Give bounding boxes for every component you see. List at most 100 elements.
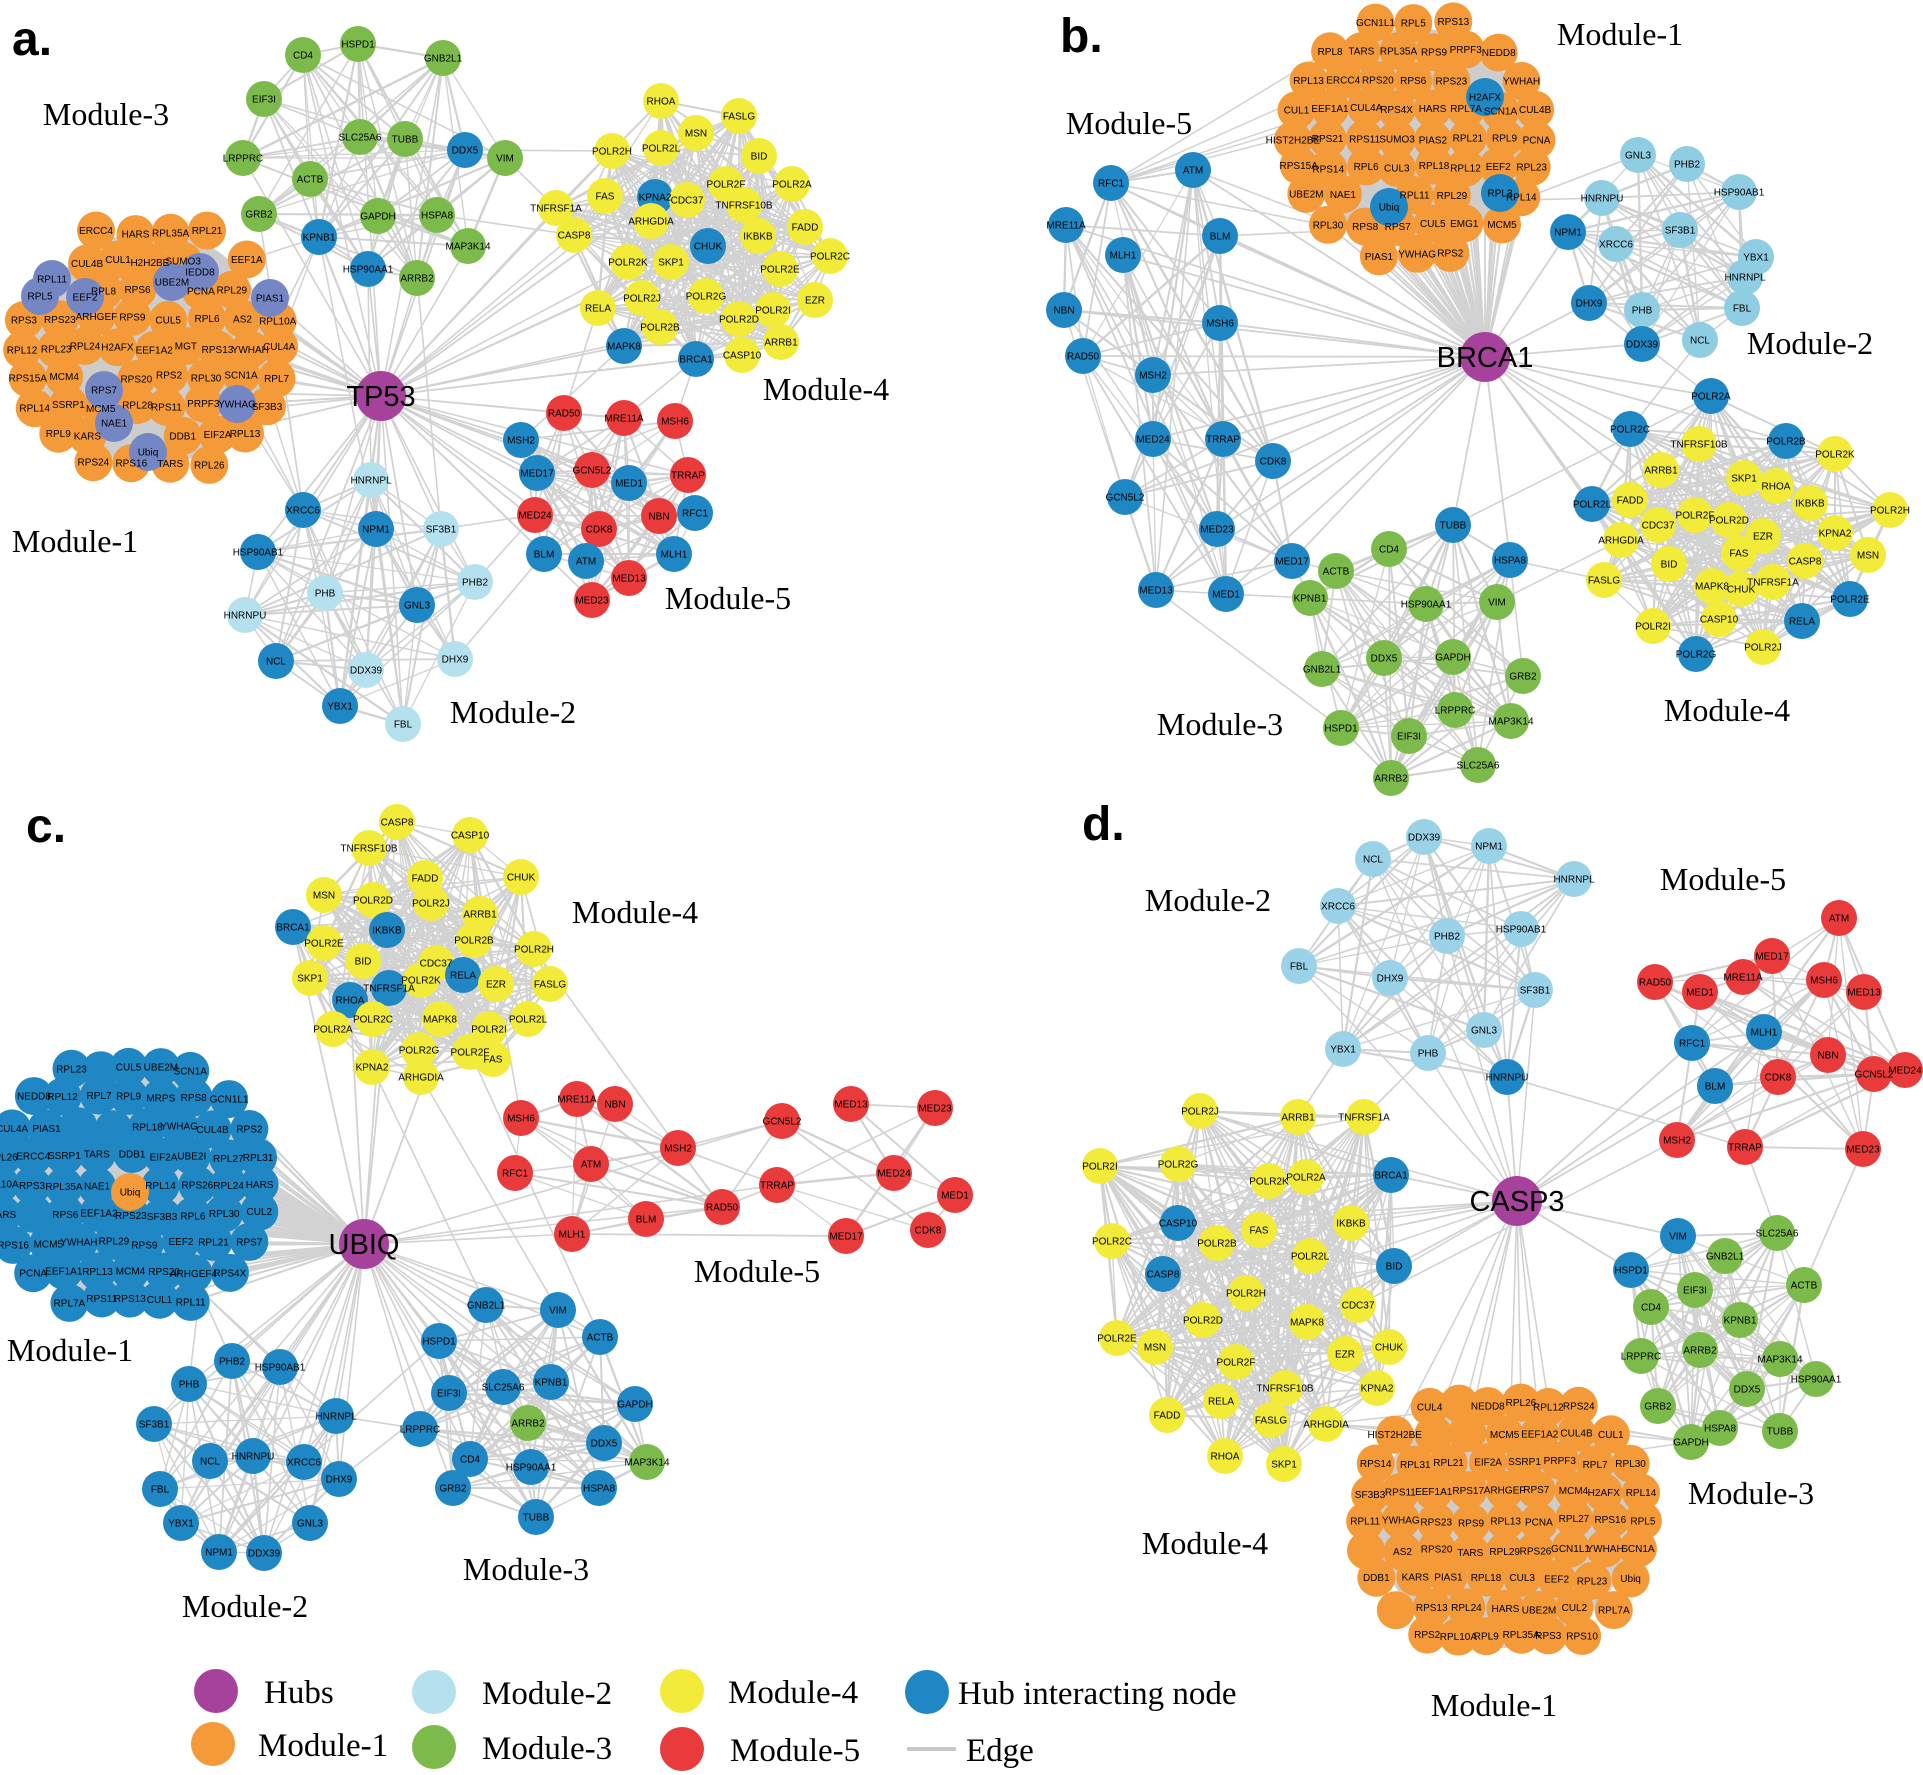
svg-text:NBN: NBN [1053, 306, 1074, 317]
svg-text:Module-4: Module-4 [1664, 692, 1790, 728]
svg-text:RPL6: RPL6 [1354, 162, 1379, 173]
svg-text:MRE11A: MRE11A [557, 1095, 597, 1106]
svg-text:MED1: MED1 [615, 479, 643, 490]
svg-text:POLR2E: POLR2E [1830, 595, 1870, 606]
svg-text:UBE2M: UBE2M [144, 1063, 178, 1074]
svg-text:SF3B3: SF3B3 [1355, 1490, 1386, 1501]
svg-text:MCM5: MCM5 [1487, 220, 1517, 231]
svg-text:CDC37: CDC37 [1342, 1301, 1375, 1312]
svg-text:TRRAP: TRRAP [671, 471, 705, 482]
svg-text:Module-1: Module-1 [1557, 16, 1683, 52]
svg-text:KPNB1: KPNB1 [535, 1378, 568, 1389]
svg-text:GAPDH: GAPDH [360, 212, 396, 223]
svg-text:HSP90AA1: HSP90AA1 [1401, 600, 1452, 611]
svg-text:RPS2: RPS2 [1414, 1630, 1441, 1641]
svg-text:Module-4: Module-4 [1142, 1525, 1268, 1561]
svg-text:RPL26: RPL26 [0, 1153, 18, 1164]
svg-text:TNFRSF10B: TNFRSF10B [1256, 1384, 1314, 1395]
svg-text:RPL12: RPL12 [47, 1092, 78, 1103]
svg-text:ATM: ATM [1829, 914, 1849, 925]
svg-text:RPL3: RPL3 [1487, 189, 1512, 200]
svg-text:RPS4X: RPS4X [214, 1268, 247, 1279]
svg-text:POLR2H: POLR2H [1870, 506, 1910, 517]
svg-text:MED17: MED17 [520, 469, 554, 480]
svg-text:POLR2I: POLR2I [1082, 1162, 1118, 1173]
svg-text:Module-3: Module-3 [482, 1731, 612, 1767]
svg-text:CUL4B: CUL4B [196, 1125, 229, 1136]
svg-text:MAP3K14: MAP3K14 [445, 242, 490, 253]
svg-text:EEF1A2: EEF1A2 [80, 1209, 118, 1220]
svg-text:POLR2J: POLR2J [623, 294, 661, 305]
svg-text:RPS16: RPS16 [115, 459, 147, 470]
svg-text:SKP1: SKP1 [1271, 1460, 1297, 1471]
svg-text:MED24: MED24 [1888, 1066, 1922, 1077]
svg-text:PHB: PHB [179, 1380, 200, 1391]
svg-text:KPNA2: KPNA2 [356, 1063, 389, 1074]
svg-text:XRCC6: XRCC6 [1599, 240, 1633, 251]
svg-text:RPL10A: RPL10A [1440, 1632, 1478, 1643]
svg-text:POLR2A: POLR2A [1691, 392, 1731, 403]
svg-text:EZR: EZR [486, 980, 506, 991]
svg-text:FBL: FBL [394, 720, 413, 731]
svg-text:Module-5: Module-5 [730, 1733, 860, 1769]
svg-text:EIF3I: EIF3I [1397, 732, 1421, 743]
svg-text:RPL11: RPL11 [1400, 191, 1430, 202]
svg-text:POLR2F: POLR2F [1217, 1358, 1256, 1369]
svg-text:RPL26: RPL26 [1506, 1398, 1537, 1409]
svg-text:POLR2B: POLR2B [454, 936, 494, 947]
svg-text:DDX39: DDX39 [248, 1549, 281, 1560]
svg-text:HIST2H2BE: HIST2H2BE [1266, 136, 1321, 147]
svg-text:ARHGDIA: ARHGDIA [398, 1073, 444, 1084]
svg-text:YBX1: YBX1 [168, 1519, 194, 1530]
svg-text:POLR2C: POLR2C [810, 252, 850, 263]
svg-text:RPL29: RPL29 [1489, 1547, 1520, 1558]
svg-text:MED1: MED1 [1212, 590, 1240, 601]
svg-text:RPS23: RPS23 [115, 1211, 147, 1222]
svg-text:UBE2M: UBE2M [1522, 1606, 1556, 1617]
svg-text:EIF2A: EIF2A [204, 430, 232, 441]
svg-text:CDK8: CDK8 [1260, 457, 1287, 468]
svg-text:RPL30: RPL30 [209, 1209, 240, 1220]
svg-text:BLM: BLM [636, 1215, 657, 1226]
svg-text:RFC1: RFC1 [502, 1169, 529, 1180]
svg-text:HARS: HARS [246, 1180, 274, 1191]
svg-text:Ubiq: Ubiq [1379, 203, 1400, 214]
svg-text:Module-3: Module-3 [463, 1551, 589, 1587]
svg-text:YWHAG: YWHAG [218, 400, 256, 411]
svg-text:RPL23: RPL23 [41, 344, 72, 355]
svg-text:MAP3K14: MAP3K14 [1757, 1355, 1802, 1366]
svg-text:RAD50: RAD50 [706, 1203, 739, 1214]
svg-text:PRPF3: PRPF3 [1450, 45, 1483, 56]
svg-text:BID: BID [1661, 560, 1678, 571]
svg-text:FBL: FBL [151, 1485, 170, 1496]
svg-text:MED1: MED1 [1686, 988, 1714, 999]
svg-text:RPL23: RPL23 [56, 1064, 87, 1075]
svg-text:HSPA8: HSPA8 [421, 211, 453, 222]
svg-text:GNB2L1: GNB2L1 [1303, 665, 1342, 676]
svg-text:AS2: AS2 [1393, 1547, 1412, 1558]
svg-text:DDX5: DDX5 [452, 146, 479, 157]
svg-text:NCL: NCL [1690, 336, 1710, 347]
svg-text:MAP3K14: MAP3K14 [624, 1458, 669, 1469]
svg-text:RPS10: RPS10 [1566, 1632, 1598, 1643]
svg-text:POLR2L: POLR2L [509, 1015, 548, 1026]
svg-text:GCN1L1: GCN1L1 [210, 1095, 249, 1106]
svg-text:FAS: FAS [596, 192, 615, 203]
svg-text:AS2: AS2 [233, 314, 252, 325]
svg-text:POLR2I: POLR2I [1635, 622, 1671, 633]
svg-text:RAD50: RAD50 [1067, 352, 1100, 363]
svg-text:POLR2L: POLR2L [1291, 1252, 1330, 1263]
svg-text:FAS: FAS [484, 1055, 503, 1066]
svg-text:POLR2A: POLR2A [313, 1025, 353, 1036]
svg-text:RPS13: RPS13 [1416, 1603, 1448, 1614]
svg-text:FASLG: FASLG [1588, 576, 1620, 587]
svg-text:RPS20: RPS20 [148, 1267, 180, 1278]
svg-text:PHB: PHB [1632, 306, 1653, 317]
svg-text:MED23: MED23 [1846, 1145, 1880, 1156]
svg-text:PIAS1: PIAS1 [1434, 1572, 1463, 1583]
svg-text:RPS11: RPS11 [86, 1294, 117, 1305]
svg-text:RPL7A: RPL7A [54, 1298, 86, 1309]
svg-text:RPL11: RPL11 [176, 1297, 206, 1308]
svg-text:RPL35A: RPL35A [1503, 1630, 1541, 1641]
svg-text:HSP90AB1: HSP90AB1 [255, 1363, 306, 1374]
